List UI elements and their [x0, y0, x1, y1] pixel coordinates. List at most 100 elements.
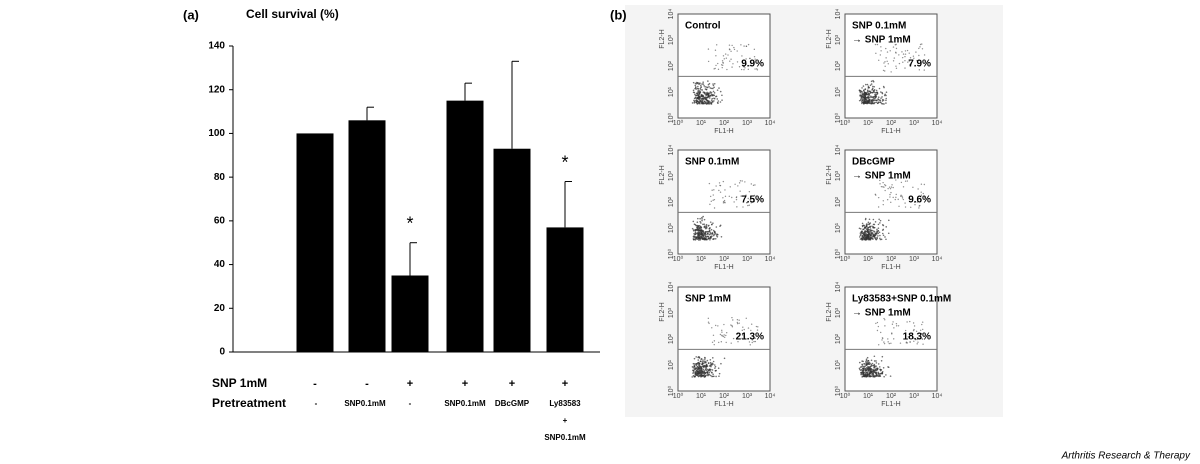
event-dot — [707, 317, 710, 320]
event-dot — [705, 225, 708, 227]
event-dot — [720, 362, 722, 365]
event-dot — [718, 372, 721, 375]
event-dot — [694, 236, 697, 238]
event-dot — [875, 362, 878, 364]
event-dot — [869, 231, 872, 233]
event-dot — [864, 367, 867, 370]
event-dot — [715, 185, 717, 187]
event-dot — [873, 371, 876, 373]
event-dot — [881, 224, 884, 226]
event-dot — [712, 90, 715, 93]
x-tick-label: 10⁴ — [932, 256, 943, 263]
event-dot — [697, 87, 700, 90]
event-dot — [697, 90, 699, 92]
event-dot — [870, 370, 873, 373]
event-dot — [873, 90, 875, 92]
event-dot — [731, 196, 733, 199]
event-dot — [887, 366, 890, 369]
event-dot — [701, 216, 703, 219]
event-dot — [892, 196, 894, 199]
event-dot — [874, 221, 877, 223]
event-dot — [878, 218, 880, 221]
event-dot — [909, 320, 911, 323]
event-dot — [863, 90, 865, 92]
event-dot — [696, 365, 699, 368]
bar — [546, 227, 584, 352]
x-tick-label: 10⁰ — [840, 119, 851, 127]
event-dot — [881, 339, 883, 341]
event-dot — [870, 229, 873, 232]
event-dot — [866, 228, 869, 231]
event-dot — [756, 199, 759, 201]
event-dot — [724, 202, 726, 204]
event-dot — [699, 217, 701, 220]
event-dot — [709, 87, 712, 89]
event-dot — [743, 45, 745, 47]
event-dot — [895, 51, 897, 53]
event-dot — [901, 197, 904, 199]
event-dot — [707, 235, 709, 238]
event-dot — [714, 369, 717, 372]
event-dot — [861, 92, 864, 95]
event-dot — [730, 324, 732, 326]
event-dot — [859, 90, 861, 93]
event-dot — [867, 372, 869, 375]
event-dot — [864, 365, 866, 368]
event-dot — [721, 94, 723, 97]
event-dot — [697, 372, 699, 375]
event-dot — [712, 194, 714, 196]
event-dot — [736, 319, 739, 321]
category-label: DBcGMP — [495, 399, 530, 408]
event-dot — [860, 98, 862, 100]
event-dot — [877, 230, 880, 232]
event-dot — [736, 322, 739, 325]
category-label: SNP0.1mM — [444, 399, 486, 408]
event-dot — [703, 372, 705, 375]
event-dot — [867, 230, 870, 233]
event-dot — [870, 363, 873, 366]
event-dot — [700, 372, 702, 374]
event-dot — [744, 181, 746, 183]
event-dot — [725, 334, 727, 337]
event-dot — [877, 235, 879, 237]
x-tick-label: 10¹ — [696, 256, 707, 263]
event-dot — [868, 102, 870, 104]
event-dot — [709, 233, 712, 235]
event-dot — [757, 326, 759, 328]
event-dot — [904, 60, 906, 62]
event-dot — [747, 43, 750, 46]
event-dot — [701, 95, 703, 97]
event-dot — [745, 58, 747, 60]
event-dot — [886, 199, 889, 201]
event-dot — [870, 375, 873, 378]
event-dot — [744, 338, 746, 340]
event-dot — [693, 228, 695, 231]
event-dot — [885, 99, 887, 102]
event-dot — [866, 233, 869, 236]
event-dot — [709, 358, 712, 361]
event-dot — [736, 333, 739, 335]
event-dot — [862, 369, 865, 372]
event-dot — [707, 60, 710, 63]
event-dot — [902, 186, 905, 188]
event-dot — [694, 367, 696, 369]
event-dot — [730, 58, 732, 60]
event-dot — [708, 85, 710, 88]
y-tick-label: 10¹ — [835, 86, 842, 97]
x-tick-label: 10³ — [909, 120, 920, 127]
category-label: - — [315, 399, 318, 408]
event-dot — [889, 196, 891, 198]
event-dot — [705, 97, 707, 100]
event-dot — [871, 102, 873, 105]
x-axis-label: FL1-H — [714, 128, 733, 135]
event-dot — [705, 96, 707, 99]
event-dot — [719, 90, 722, 93]
event-dot — [878, 87, 881, 90]
event-dot — [707, 48, 710, 50]
event-dot — [754, 58, 756, 60]
event-dot — [859, 94, 861, 96]
event-dot — [736, 321, 739, 324]
event-dot — [880, 102, 883, 105]
event-dot — [695, 98, 698, 100]
event-dot — [866, 230, 868, 233]
